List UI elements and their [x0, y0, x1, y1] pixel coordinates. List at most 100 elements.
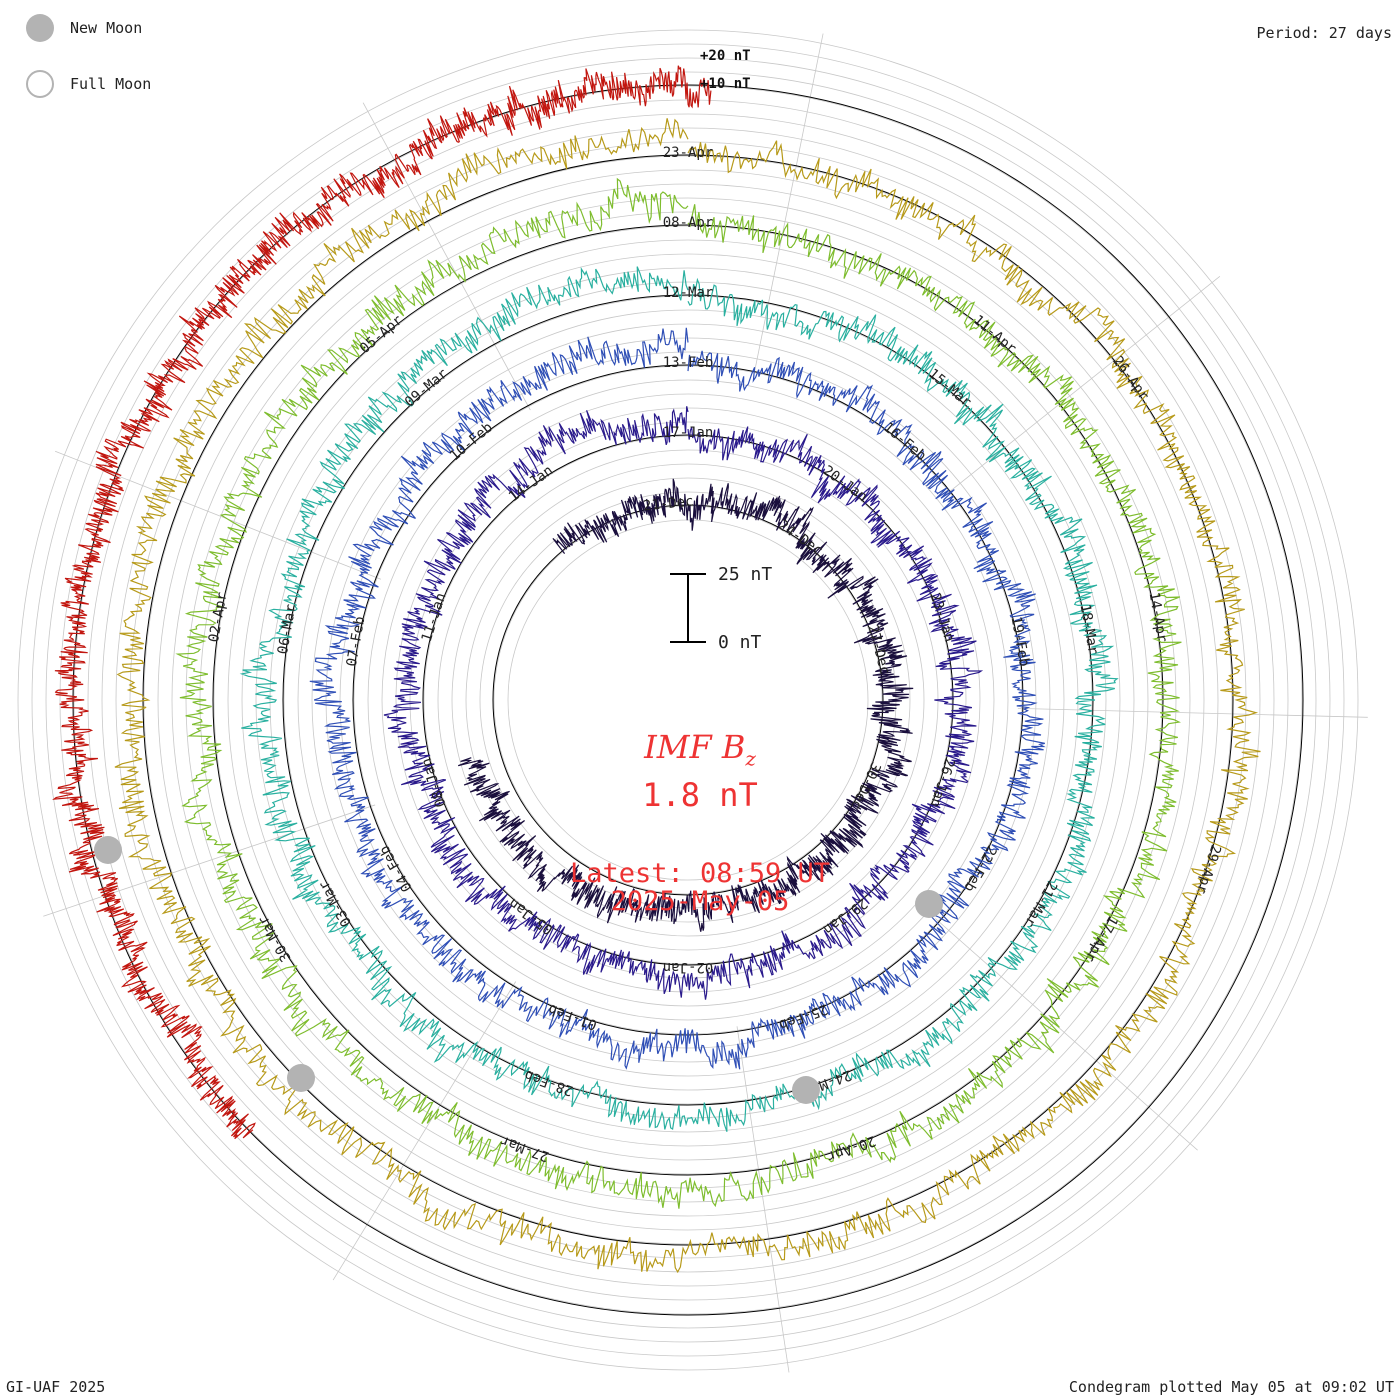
grid-ring	[297, 309, 1079, 1091]
date-label: 21-Dec	[642, 494, 694, 515]
grid-ring	[185, 197, 1191, 1203]
ring-label-20: +20 nT	[700, 48, 751, 64]
scale-bottom-label: 0 nT	[718, 632, 762, 653]
date-label: 02-Jan	[663, 959, 714, 975]
series-cycle-3	[309, 327, 1046, 1070]
new-moon-marker	[287, 1064, 315, 1092]
series-cycle-6	[114, 118, 1261, 1274]
grid-ring	[17, 29, 1359, 1371]
full-moon-icon	[26, 70, 54, 98]
trace-cycle-6	[114, 118, 1261, 1274]
new-moon-icon	[26, 14, 54, 42]
grid-ring	[59, 71, 1317, 1329]
grid-ring	[129, 141, 1247, 1259]
grid-ring	[311, 323, 1065, 1077]
baseline-cycle-3	[352, 364, 1024, 1036]
new-moon-marker	[915, 890, 943, 918]
date-label: 07-Feb	[344, 615, 369, 668]
legend-new-moon: New Moon	[26, 14, 142, 42]
new-moon-marker	[792, 1076, 820, 1104]
grid-ring	[353, 365, 1023, 1035]
series-cycle-2	[383, 406, 984, 1000]
date-label: 13-Feb	[663, 355, 714, 371]
grid-spoke	[43, 804, 376, 917]
grid-spoke	[945, 275, 1221, 495]
grid-spoke	[362, 102, 531, 411]
grid-ring	[255, 267, 1121, 1133]
chart-title-sub: z	[745, 746, 756, 771]
grid-spoke	[54, 450, 382, 580]
baseline-cycle-2	[422, 434, 954, 966]
current-value: 1.8 nT	[642, 776, 758, 814]
new-moon-marker	[94, 836, 122, 864]
grid-spoke	[1017, 708, 1368, 718]
legend-full-moon: Full Moon	[26, 70, 151, 98]
legend-new-moon-label: New Moon	[70, 19, 143, 37]
date-label: 27-Dec	[864, 623, 892, 676]
period-label: Period: 27 days	[1256, 24, 1392, 42]
grid-ring	[73, 85, 1303, 1315]
series-cycle-1	[457, 478, 914, 932]
grid-ring	[367, 379, 1009, 1021]
grid-ring	[101, 113, 1275, 1287]
date-label: 23-Apr	[663, 145, 714, 161]
grid-ring	[465, 477, 911, 923]
grid-ring	[45, 57, 1331, 1343]
trace-cycle-2	[383, 406, 984, 1000]
latest-time-line: Latest: 08:59 UT	[569, 858, 831, 889]
trace-cycle-5	[175, 177, 1182, 1209]
series-cycle-5	[175, 177, 1182, 1209]
trace-cycle-4	[239, 266, 1119, 1132]
baseline-cycle-6	[142, 154, 1234, 1246]
date-label: 26-Apr	[1109, 353, 1152, 403]
date-label: 02-Apr	[206, 591, 231, 644]
date-label: 17-Jan	[663, 425, 714, 441]
grid-ring	[423, 435, 953, 965]
baseline-cycle-7	[72, 84, 1304, 1316]
date-label: 06-Mar	[275, 603, 300, 656]
grid-rings	[17, 29, 1368, 1373]
latest-date-line: 2025-May-05	[610, 886, 790, 917]
grid-ring	[395, 407, 981, 993]
trace-cycle-1	[457, 478, 914, 932]
chart-title: IMF Bz	[540, 728, 860, 770]
grid-ring	[171, 183, 1205, 1217]
grid-ring	[339, 351, 1037, 1049]
date-label: 29-Apr	[1193, 843, 1224, 896]
date-label: 22-Feb	[960, 843, 999, 895]
date-label: 12-Mar	[663, 285, 714, 301]
footer-credit: GI-UAF 2025	[6, 1378, 106, 1396]
legend-full-moon-label: Full Moon	[70, 75, 152, 93]
date-label: 08-Jan	[419, 756, 450, 809]
series-cycle-4	[239, 266, 1119, 1132]
date-label: 08-Apr	[663, 215, 714, 231]
footer-plotted-time: Condegram plotted May 05 at 09:02 UT	[1068, 1378, 1394, 1396]
latest-time: Latest: 08:59 UT 2025-May-05	[540, 860, 860, 916]
grid-ring	[115, 127, 1261, 1273]
date-label: 23-Jan	[926, 591, 957, 644]
grid-ring	[451, 463, 925, 937]
trace-cycle-7	[52, 65, 712, 1140]
grid-spoke	[332, 981, 517, 1281]
trace-cycle-3	[309, 327, 1046, 1070]
chart-title-main: IMF B	[644, 728, 746, 766]
date-label: 21-Mar	[1021, 878, 1060, 930]
grid-ring	[31, 43, 1345, 1357]
date-label: 26-Jan	[926, 756, 957, 809]
grid-spoke	[736, 1026, 790, 1373]
date-label: 18-Mar	[1077, 603, 1102, 656]
grid-ring	[227, 239, 1149, 1161]
scale-bar	[670, 573, 706, 643]
grid-spoke	[935, 918, 1198, 1151]
grid-ring	[507, 519, 869, 881]
series-cycle-7	[52, 65, 712, 1140]
date-label: 14-Apr	[1146, 591, 1171, 644]
date-label: 19-Feb	[1008, 615, 1033, 668]
grid-ring	[241, 253, 1135, 1147]
grid-spoke	[753, 33, 824, 377]
grid-ring	[479, 491, 897, 909]
scale-top-label: 25 nT	[718, 564, 773, 585]
ring-label-10: +10 nT	[700, 76, 751, 92]
grid-ring	[157, 169, 1219, 1231]
